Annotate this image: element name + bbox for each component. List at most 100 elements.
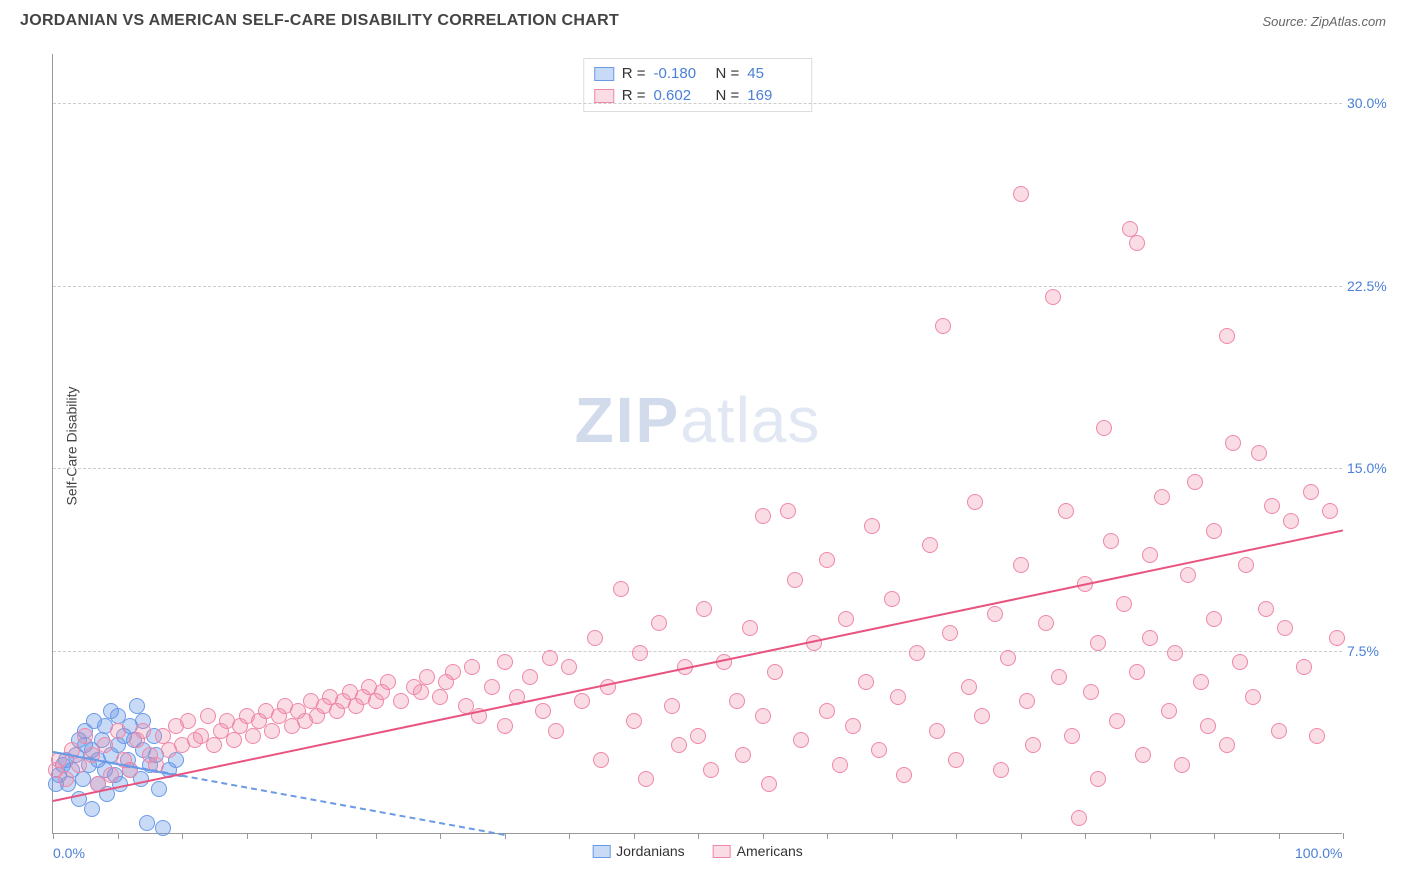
scatter-point <box>1271 723 1287 739</box>
scatter-point <box>206 737 222 753</box>
scatter-point <box>922 537 938 553</box>
scatter-point <box>1129 235 1145 251</box>
scatter-point <box>787 572 803 588</box>
scatter-point <box>864 518 880 534</box>
trend-line <box>53 529 1343 802</box>
r-label: R = <box>622 63 646 85</box>
scatter-point <box>1219 328 1235 344</box>
scatter-point <box>1045 289 1061 305</box>
x-tick-mark <box>247 833 248 839</box>
scatter-point <box>419 669 435 685</box>
scatter-point <box>110 723 126 739</box>
scatter-point <box>264 723 280 739</box>
scatter-point <box>135 723 151 739</box>
y-gridline <box>53 286 1342 287</box>
scatter-point <box>793 732 809 748</box>
scatter-point <box>139 815 155 831</box>
scatter-point <box>890 689 906 705</box>
scatter-point <box>1238 557 1254 573</box>
scatter-point <box>935 318 951 334</box>
scatter-point <box>929 723 945 739</box>
watermark: ZIPatlas <box>575 383 821 457</box>
scatter-point <box>1019 693 1035 709</box>
scatter-point <box>1071 810 1087 826</box>
scatter-point <box>1277 620 1293 636</box>
scatter-point <box>703 762 719 778</box>
scatter-point <box>632 645 648 661</box>
scatter-point <box>967 494 983 510</box>
x-tick-mark <box>440 833 441 839</box>
scatter-point <box>1142 547 1158 563</box>
scatter-point <box>626 713 642 729</box>
scatter-point <box>77 728 93 744</box>
scatter-point <box>464 659 480 675</box>
scatter-point <box>948 752 964 768</box>
scatter-point <box>535 703 551 719</box>
scatter-point <box>1051 669 1067 685</box>
scatter-point <box>1258 601 1274 617</box>
scatter-point <box>858 674 874 690</box>
x-tick-mark <box>698 833 699 839</box>
scatter-point <box>1232 654 1248 670</box>
scatter-point <box>1142 630 1158 646</box>
scatter-point <box>200 708 216 724</box>
watermark-zip: ZIP <box>575 384 681 456</box>
scatter-point <box>593 752 609 768</box>
scatter-point <box>1225 435 1241 451</box>
scatter-point <box>561 659 577 675</box>
scatter-point <box>413 684 429 700</box>
scatter-point <box>909 645 925 661</box>
x-tick-mark <box>569 833 570 839</box>
scatter-point <box>671 737 687 753</box>
scatter-point <box>1025 737 1041 753</box>
x-tick-mark <box>827 833 828 839</box>
x-tick-mark <box>1343 833 1344 839</box>
scatter-point <box>1129 664 1145 680</box>
scatter-point <box>1283 513 1299 529</box>
y-gridline <box>53 468 1342 469</box>
scatter-point <box>180 713 196 729</box>
legend-label: Jordanians <box>616 843 685 859</box>
scatter-point <box>1154 489 1170 505</box>
scatter-point <box>1083 684 1099 700</box>
scatter-point <box>871 742 887 758</box>
scatter-point <box>1206 611 1222 627</box>
x-tick-label: 0.0% <box>53 845 85 861</box>
scatter-point <box>1161 703 1177 719</box>
y-tick-label: 15.0% <box>1347 460 1402 476</box>
n-value: 45 <box>747 63 801 85</box>
scatter-point <box>522 669 538 685</box>
scatter-point <box>1135 747 1151 763</box>
r-value: -0.180 <box>654 63 708 85</box>
scatter-point <box>1058 503 1074 519</box>
scatter-point <box>1200 718 1216 734</box>
scatter-point <box>961 679 977 695</box>
scatter-point <box>97 737 113 753</box>
scatter-point <box>155 820 171 836</box>
scatter-point <box>1096 420 1112 436</box>
legend-series: JordaniansAmericans <box>592 843 803 859</box>
scatter-point <box>974 708 990 724</box>
scatter-point <box>484 679 500 695</box>
x-tick-mark <box>311 833 312 839</box>
scatter-point <box>664 698 680 714</box>
scatter-point <box>1122 221 1138 237</box>
scatter-point <box>129 698 145 714</box>
chart-title: JORDANIAN VS AMERICAN SELF-CARE DISABILI… <box>20 12 619 30</box>
scatter-point <box>574 693 590 709</box>
scatter-point <box>1013 557 1029 573</box>
scatter-point <box>1090 771 1106 787</box>
legend-swatch <box>713 845 731 858</box>
legend-item: Jordanians <box>592 843 685 859</box>
scatter-point <box>497 654 513 670</box>
scatter-point <box>1264 498 1280 514</box>
y-tick-label: 22.5% <box>1347 278 1402 294</box>
legend-stats: R =-0.180N =45R =0.602N =169 <box>583 58 813 112</box>
scatter-point <box>832 757 848 773</box>
scatter-point <box>1000 650 1016 666</box>
scatter-point <box>993 762 1009 778</box>
x-tick-mark <box>376 833 377 839</box>
legend-stats-row: R =-0.180N =45 <box>594 63 802 85</box>
x-tick-mark <box>182 833 183 839</box>
x-tick-mark <box>1214 833 1215 839</box>
